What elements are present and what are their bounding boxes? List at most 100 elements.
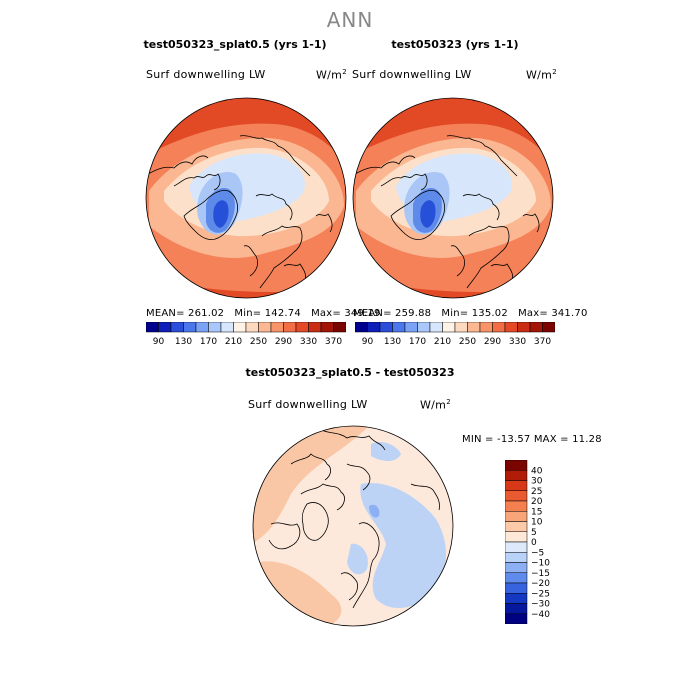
- panel-2-min-value: 135.02: [471, 308, 508, 319]
- panel-1-units: W/m2: [316, 68, 347, 82]
- colorbar-box: [492, 322, 506, 333]
- map-fill-cold-dark: [213, 200, 229, 228]
- diff-polar-map: [252, 425, 454, 627]
- diff-colorbar-box: [505, 582, 528, 594]
- map-boundary: [145, 97, 347, 299]
- diff-panel-units-exponent: 2: [446, 398, 451, 406]
- diff-colorbar-label: −25: [531, 589, 550, 599]
- map-fill-diff-negative: [360, 483, 447, 609]
- colorbar-box: [258, 322, 272, 333]
- diff-colorbar-label: −20: [531, 579, 550, 589]
- map-fill-diff-negative: [371, 442, 401, 461]
- diff-colorbar-label: 0: [531, 538, 537, 548]
- colorbar-box: [467, 322, 481, 333]
- map-fill-cold-dark: [420, 200, 436, 228]
- colorbar-label: 170: [200, 337, 217, 347]
- diff-panel-field-name: Surf downwelling LW: [248, 398, 368, 411]
- colorbar-box: [542, 322, 555, 333]
- coastlines: [354, 135, 540, 289]
- colorbar-label: 330: [300, 337, 317, 347]
- colorbar-label: 130: [175, 337, 192, 347]
- map-fill-diff-negative: [347, 543, 368, 575]
- season-title: ANN: [326, 8, 374, 32]
- diff-colorbar-box: [505, 541, 528, 553]
- colorbar-box: [146, 322, 159, 333]
- diff-max-label: MAX =: [533, 434, 569, 445]
- diff-colorbar-box: [505, 521, 528, 532]
- panel-2-field-name: Surf downwelling LW: [352, 68, 472, 81]
- colorbar-box: [392, 322, 406, 333]
- diff-colorbar-label: −30: [531, 600, 550, 610]
- colorbar-box: [220, 322, 234, 333]
- colorbar-box: [208, 322, 222, 333]
- colorbar-box: [517, 322, 531, 333]
- diff-max-value: 11.28: [572, 434, 602, 445]
- panel-2-mean-label: MEAN=: [353, 308, 392, 319]
- panel-2-max-label: Max=: [518, 308, 548, 319]
- panel-1-stats: MEAN= 261.02 Min= 142.74 Max= 349.19: [146, 308, 381, 319]
- diff-colorbar-label: 5: [531, 528, 537, 538]
- panel-2-units: W/m2: [526, 68, 557, 82]
- diff-colorbar-box: [505, 500, 528, 512]
- diff-colorbar-box: [505, 470, 528, 481]
- colorbar-box: [270, 322, 284, 333]
- diff-colorbar-label: 25: [531, 487, 542, 497]
- panel-1-min-label: Min=: [234, 308, 262, 319]
- colorbar-box: [245, 322, 259, 333]
- diff-colorbar-label: 40: [531, 466, 543, 476]
- diff-colorbar-box: [505, 603, 528, 614]
- panel-1-mean-value: 261.02: [188, 308, 225, 319]
- colorbar-label: 210: [434, 337, 451, 347]
- diff-colorbar-box: [505, 572, 528, 584]
- diff-colorbar-label: −40: [531, 610, 550, 620]
- panel-2-min-label: Min=: [441, 308, 469, 319]
- colorbar-label: 370: [325, 337, 342, 347]
- colorbar-label: 370: [534, 337, 551, 347]
- colorbar-box: [295, 322, 309, 333]
- diff-colorbar-box: [505, 593, 528, 604]
- colorbar-box: [529, 322, 543, 333]
- map-boundary: [352, 97, 554, 299]
- panel-1-units-exponent: 2: [342, 68, 347, 76]
- diff-colorbar-label: −15: [531, 569, 550, 579]
- diff-colorbar-box: [505, 562, 528, 573]
- diff-colorbar-label: 15: [531, 507, 542, 517]
- colorbar-box: [379, 322, 393, 333]
- colorbar-label: 90: [362, 337, 374, 347]
- panel-1-units-base: W/m: [316, 68, 343, 82]
- map-boundary: [252, 425, 454, 627]
- colorbar-label: 290: [275, 337, 292, 347]
- colorbar-label: 250: [459, 337, 476, 347]
- colorbar-box: [429, 322, 443, 333]
- colorbar-label: 90: [153, 337, 165, 347]
- diff-colorbar-box: [505, 460, 528, 471]
- coastlines: [268, 429, 440, 609]
- colorbar-box: [504, 322, 518, 333]
- colorbar-box: [283, 322, 297, 333]
- panel-2-max-value: 341.70: [551, 308, 588, 319]
- panel-1-max-value: 349.19: [344, 308, 381, 319]
- panel-1-polar-map: [145, 97, 347, 299]
- panel-1-colorbar: 90 130 170 210 250 290 330 370: [146, 322, 346, 347]
- panel-2-units-exponent: 2: [552, 68, 557, 76]
- colorbar-box: [183, 322, 197, 333]
- colorbar-label: 130: [384, 337, 401, 347]
- diff-panel-stats: MIN = -13.57 MAX = 11.28: [462, 434, 602, 445]
- panel-2-title: test050323 (yrs 1-1): [391, 38, 519, 51]
- diff-colorbar-box: [505, 531, 528, 543]
- colorbar-box: [442, 322, 456, 333]
- colorbar-box: [170, 322, 184, 333]
- panel-1-field-name: Surf downwelling LW: [146, 68, 266, 81]
- diff-colorbar-box: [505, 552, 528, 563]
- panel-2-mean-value: 259.88: [395, 308, 432, 319]
- panel-1-max-label: Max=: [311, 308, 341, 319]
- colorbar-box: [195, 322, 209, 333]
- colorbar-box: [454, 322, 468, 333]
- colorbar-box: [355, 322, 368, 333]
- diff-min-label: MIN =: [462, 434, 494, 445]
- colorbar-box: [233, 322, 247, 333]
- diff-colorbar-label: 30: [531, 477, 543, 487]
- colorbar-label: 290: [484, 337, 501, 347]
- colorbar-box: [404, 322, 418, 333]
